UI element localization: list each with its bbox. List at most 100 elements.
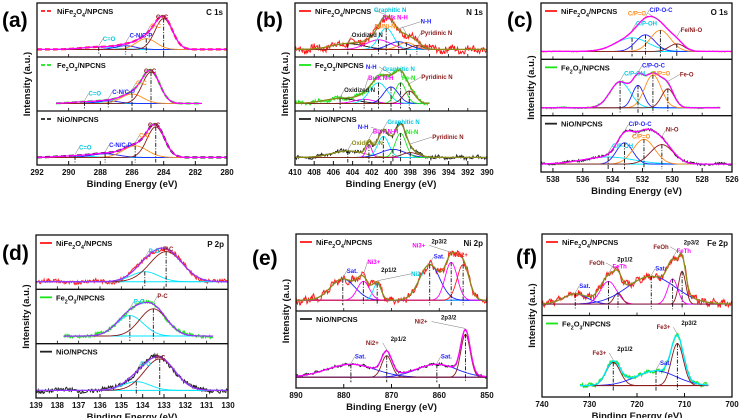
legend-label: NiO/NPCNS xyxy=(57,115,99,124)
peak-label: Ni2+ xyxy=(366,341,379,347)
peak-label: Ni-N xyxy=(406,130,418,136)
peak-label: Sat. xyxy=(441,354,452,360)
peak-label: P-C xyxy=(155,356,166,362)
x-tick-label: 280 xyxy=(220,168,234,177)
y-axis-label: Intensity (a.u.) xyxy=(281,279,292,343)
peak-label-leader xyxy=(673,327,678,335)
peak-label: N-H xyxy=(366,65,377,71)
subpanel-nife2o4-npcns: NiFe2O4/NPCNS Ni 2p 2p1/2 2p3/2 Sat. Ni3+ Ni2+… xyxy=(295,238,488,306)
x-tick-label: 133 xyxy=(157,401,171,410)
plot-frame xyxy=(294,2,488,166)
fitted-envelope xyxy=(541,72,721,109)
x-tick-label: 135 xyxy=(115,401,129,410)
fitted-component-pyridinic-n xyxy=(295,90,430,104)
peak-label: C-C xyxy=(150,24,161,30)
x-tick-label: 396 xyxy=(423,168,437,177)
peak-label: Bulk N-H xyxy=(383,15,408,21)
orbital-annotation: 2p1/2 xyxy=(617,257,633,263)
legend-label: NiFe2O4/NPCNS xyxy=(315,7,371,19)
subpanel-nio-npcns: NiO/NPCNS 2p1/2 2p3/2 Sat. Ni2+ Sat. Ni2+ xyxy=(295,308,488,383)
subpanel-nio-npcns: NiO/NPCNS C=O C-N/C-P C-C C=C xyxy=(36,108,228,163)
peak-label: C-C xyxy=(139,134,150,140)
x-tick-label: 530 xyxy=(666,175,680,184)
peak-label: C/P=O xyxy=(628,12,647,18)
x-tick-label: 292 xyxy=(30,168,44,177)
peak-label: Fe-N xyxy=(402,76,415,82)
x-tick-label: 406 xyxy=(327,168,341,177)
x-tick-label: 880 xyxy=(337,391,351,400)
x-tick-label: 404 xyxy=(346,168,360,177)
plot-frame xyxy=(295,233,488,389)
x-tick-label: 870 xyxy=(385,391,399,400)
peak-label: Sat. xyxy=(655,266,666,272)
peak-label: Pyridinic N xyxy=(432,135,463,141)
x-tick-label: 131 xyxy=(200,401,214,410)
peak-label: Ni-O xyxy=(666,128,679,134)
peak-label-leader xyxy=(154,355,160,358)
chart-panel-a: (a) Intensity (a.u.) Binding Energy (eV) 29… xyxy=(2,2,234,190)
subpanel-nife2o4-npcns: NiFe2O4/NPCNS O 1s C/P-OH C/P-O-CC/P=O Fe/Ni… xyxy=(540,7,733,57)
peak-label: N-H xyxy=(421,20,432,26)
spectrum-title: O 1s xyxy=(711,8,729,17)
x-tick-label: 710 xyxy=(678,400,692,409)
legend-label: Fe2O3/NPCNS xyxy=(562,320,611,332)
x-tick-label: 136 xyxy=(93,401,107,410)
x-tick-label: 392 xyxy=(461,168,475,177)
peak-label-leader xyxy=(129,301,135,309)
chart-panel-f: (f) Intensity (a.u.) Binding Energy (eV) 74… xyxy=(516,233,739,418)
panel-label: (c) xyxy=(507,9,533,32)
fitted-envelope xyxy=(580,334,709,387)
peak-label-leader xyxy=(146,25,151,34)
peak-label: Sat. xyxy=(347,269,358,275)
chart-panel-b: (b) Intensity (a.u.) Binding Energy (eV) 41… xyxy=(256,2,494,190)
peak-label-leader xyxy=(373,9,387,16)
x-tick-label: 730 xyxy=(583,400,597,409)
peak-label-leader xyxy=(661,129,667,137)
peak-label-leader xyxy=(153,296,158,304)
peak-label: Pyridinic N xyxy=(421,75,452,81)
plot-frame xyxy=(36,2,228,166)
x-tick-label: 740 xyxy=(535,400,549,409)
peak-label: C=O xyxy=(89,92,102,98)
peak-label: Fe/Ni-N xyxy=(374,25,395,31)
peak-label: P-O xyxy=(134,299,145,305)
peak-label: C-N/C-P xyxy=(130,34,153,40)
peak-label: Sat. xyxy=(434,255,445,261)
orbital-annotation: 2p3/2 xyxy=(441,316,457,322)
peak-label: Bulk N-H xyxy=(373,130,398,136)
fitted-envelope xyxy=(295,123,487,159)
peak-label-leader xyxy=(342,270,348,278)
legend-label: NiFe2O4/NPCNS xyxy=(316,238,372,250)
fitted-component-ni2- xyxy=(296,333,487,378)
peak-label: Fe-O xyxy=(680,72,694,78)
peak-label: Sat. xyxy=(579,284,590,290)
plot-frame xyxy=(540,2,733,173)
peak-label-leader xyxy=(378,68,383,77)
x-tick-label: 532 xyxy=(636,175,650,184)
spectrum-title: P 2p xyxy=(207,240,224,249)
subpanel-nio-npcns: NiO/NPCNS P-O P-C xyxy=(35,340,229,396)
peak-label-leader xyxy=(398,21,421,29)
peak-label: C-C xyxy=(136,81,147,87)
fitted-component-fe3- xyxy=(580,343,709,387)
x-tick-label: 282 xyxy=(189,168,203,177)
peak-label-leader xyxy=(676,29,682,37)
x-tick-label: 408 xyxy=(308,168,322,177)
x-tick-label: 410 xyxy=(288,168,302,177)
peak-label-leader xyxy=(347,142,353,151)
peak-label-leader xyxy=(651,268,656,276)
peak-label-leader xyxy=(162,247,167,250)
peak-label: P-C xyxy=(157,294,168,300)
peak-label: FeOh xyxy=(653,245,669,251)
y-axis-label: Intensity (a.u.) xyxy=(527,283,538,347)
peak-label-leader xyxy=(431,321,466,329)
y-axis-label: Intensity (a.u.) xyxy=(526,55,537,119)
peak-label-leader xyxy=(125,35,130,43)
x-axis-label: Binding Energy (eV) xyxy=(346,179,437,190)
peak-label-leader xyxy=(378,66,392,74)
x-tick-label: 720 xyxy=(630,400,644,409)
legend-label: NiO/NPCNS xyxy=(56,348,98,357)
peak-label-leader xyxy=(637,65,643,73)
peak-label-leader xyxy=(144,250,150,259)
